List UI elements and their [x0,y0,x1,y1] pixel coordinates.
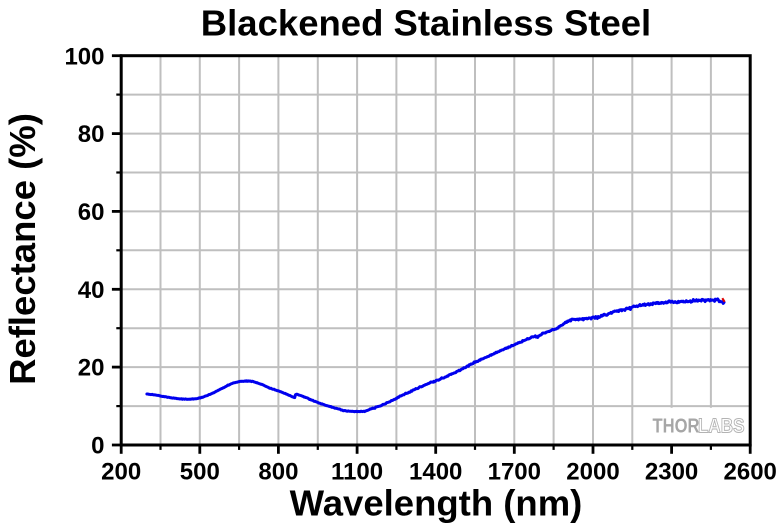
svg-text:1100: 1100 [331,459,383,486]
svg-text:THOR: THOR [653,415,700,438]
svg-text:0: 0 [91,433,104,460]
svg-text:Blackened Stainless Steel: Blackened Stainless Steel [201,3,651,44]
svg-text:2000: 2000 [566,459,619,486]
svg-text:Wavelength (nm): Wavelength (nm) [290,483,583,524]
svg-text:2600: 2600 [724,459,777,486]
svg-text:100: 100 [64,43,104,70]
svg-text:500: 500 [180,459,220,486]
svg-text:1700: 1700 [488,459,541,486]
svg-text:40: 40 [78,277,105,304]
svg-text:LABS: LABS [698,415,745,438]
svg-text:80: 80 [78,121,105,148]
svg-text:1400: 1400 [409,459,462,486]
svg-text:20: 20 [78,355,105,382]
svg-text:800: 800 [258,459,298,486]
svg-text:2300: 2300 [645,459,698,486]
svg-text:60: 60 [78,199,105,226]
svg-text:200: 200 [101,459,141,486]
svg-text:Reflectance (%): Reflectance (%) [2,113,43,385]
